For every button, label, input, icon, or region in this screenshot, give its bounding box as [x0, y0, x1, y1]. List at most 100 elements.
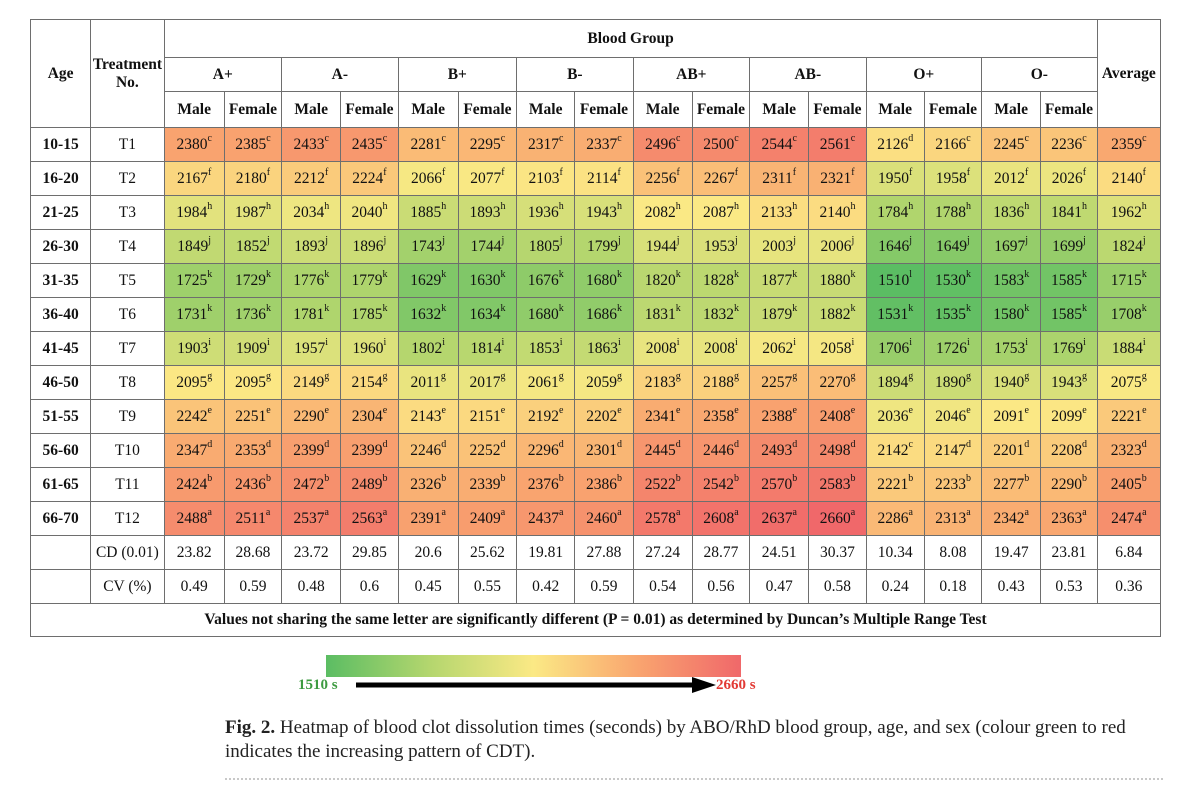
heatmap-cell: 2036e: [865, 399, 925, 434]
significance-letter: c: [734, 132, 739, 144]
significance-letter: g: [1024, 370, 1030, 382]
significance-letter: i: [1142, 336, 1146, 348]
age-cell: 21-25: [29, 195, 92, 230]
significance-letter: h: [1141, 200, 1147, 212]
heatmap-cell: 2578a: [632, 501, 693, 536]
heatmap-cell: 2311f: [749, 161, 810, 196]
significance-letter: e: [966, 404, 971, 416]
significance-letter: d: [792, 438, 798, 450]
cell-value: 2286: [877, 509, 909, 527]
female-header: Female: [340, 91, 399, 128]
female-header: Female: [691, 91, 751, 128]
heatmap-cell: 2224f: [340, 161, 399, 196]
blood-group-5: AB-: [749, 57, 867, 92]
significance-letter: h: [441, 200, 447, 212]
heatmap-cell: 2399d: [281, 433, 342, 468]
heatmap-cell: 2252d: [457, 433, 518, 468]
cell-value: 1885: [410, 203, 442, 221]
significance-letter: e: [500, 404, 506, 416]
cell-value: 2511: [235, 509, 266, 527]
cell-value: 1781: [293, 305, 325, 323]
significance-letter: k: [500, 268, 506, 280]
heatmap-cell: 1731k: [163, 297, 225, 332]
significance-letter: g: [733, 370, 739, 382]
cell-value: 2133: [761, 203, 793, 221]
heatmap-cell: 2493d: [749, 433, 810, 468]
cell-value: 2405: [1110, 475, 1142, 493]
heatmap-cell: 2066f: [397, 161, 459, 196]
heatmap-cell: 1831k: [632, 297, 693, 332]
female-header: Female: [808, 91, 867, 128]
significance-letter: j: [1083, 234, 1086, 246]
heatmap-cell: 2008i: [632, 331, 693, 366]
cell-value: 1950: [878, 169, 910, 187]
cell-value: 2095: [176, 373, 208, 391]
significance-letter: e: [675, 404, 681, 416]
significance-letter: b: [1081, 472, 1087, 484]
cell-value: 2011: [410, 373, 441, 391]
heatmap-cell: 2424b: [163, 467, 225, 502]
cell-value: 2583: [819, 475, 851, 493]
significance-letter: d: [733, 438, 739, 450]
significance-letter: k: [1141, 302, 1147, 314]
heatmap-cell: 2077f: [457, 161, 518, 196]
average-cell: 2140f: [1096, 161, 1162, 196]
significance-letter: i: [967, 336, 970, 348]
cell-value: 1686: [585, 305, 617, 323]
cell-value: 2221: [877, 475, 909, 493]
age-cell: 51-55: [29, 399, 92, 434]
cell-value: 2046: [935, 407, 967, 425]
heatmap-cell: 2511a: [223, 501, 283, 536]
significance-letter: g: [792, 370, 798, 382]
treatment-cell: T5: [90, 263, 165, 298]
cell-value: 1884: [1111, 339, 1143, 357]
blood-group-1: A-: [281, 57, 399, 92]
heatmap-cell: 1814i: [457, 331, 518, 366]
significance-letter: j: [1142, 234, 1146, 246]
heatmap-cell: 1686k: [574, 297, 634, 332]
age-header: Age: [29, 19, 92, 128]
heatmap-cell: 2095g: [223, 365, 283, 400]
heatmap-cell: 1630k: [457, 263, 518, 298]
stat-label: CD (0.01): [90, 535, 165, 570]
cell-value: 2142: [877, 441, 909, 459]
cell-value: 2180: [235, 169, 267, 187]
heatmap-cell: 2542b: [691, 467, 751, 502]
significance-letter: j: [501, 234, 505, 246]
heatmap-cell: 2388e: [749, 399, 810, 434]
significance-letter: k: [1081, 268, 1087, 280]
significance-letter: a: [324, 506, 329, 518]
stat-value: 30.37: [808, 535, 867, 570]
stat-value: 0.36: [1096, 569, 1162, 604]
age-cell: 61-65: [29, 467, 92, 502]
stat-value: 19.47: [981, 535, 1042, 570]
significance-letter: c: [617, 132, 622, 144]
significance-letter: f: [734, 166, 739, 178]
significance-letter: d: [382, 438, 388, 450]
cell-value: 2036: [877, 407, 909, 425]
heatmap-cell: 1697j: [981, 229, 1042, 264]
heatmap-cell: 1885h: [397, 195, 459, 230]
cell-value: 1893: [294, 237, 326, 255]
cell-value: 1953: [704, 237, 736, 255]
average-cell: 1884i: [1096, 331, 1162, 366]
blood-group-3: B-: [516, 57, 634, 92]
average-cell: 1715k: [1096, 263, 1162, 298]
heatmap-cell: 2183g: [632, 365, 693, 400]
empty-cell: [29, 535, 92, 570]
cell-value: 2103: [528, 169, 560, 187]
heatmap-cell: 1943g: [1040, 365, 1098, 400]
cell-value: 2077: [470, 169, 502, 187]
cell-value: 1957: [294, 339, 326, 357]
cell-value: 2341: [644, 407, 676, 425]
significance-letter: j: [851, 234, 855, 246]
heatmap-cell: 1676k: [516, 263, 576, 298]
heatmap-cell: 1943h: [574, 195, 634, 230]
cell-value: 1890: [934, 373, 966, 391]
cell-value: 2126: [877, 135, 909, 153]
significance-letter: e: [617, 404, 622, 416]
cell-value: 1583: [993, 271, 1025, 289]
cell-value: 2290: [293, 407, 325, 425]
cell-value: 1877: [761, 271, 793, 289]
average-cell: 2075g: [1096, 365, 1162, 400]
